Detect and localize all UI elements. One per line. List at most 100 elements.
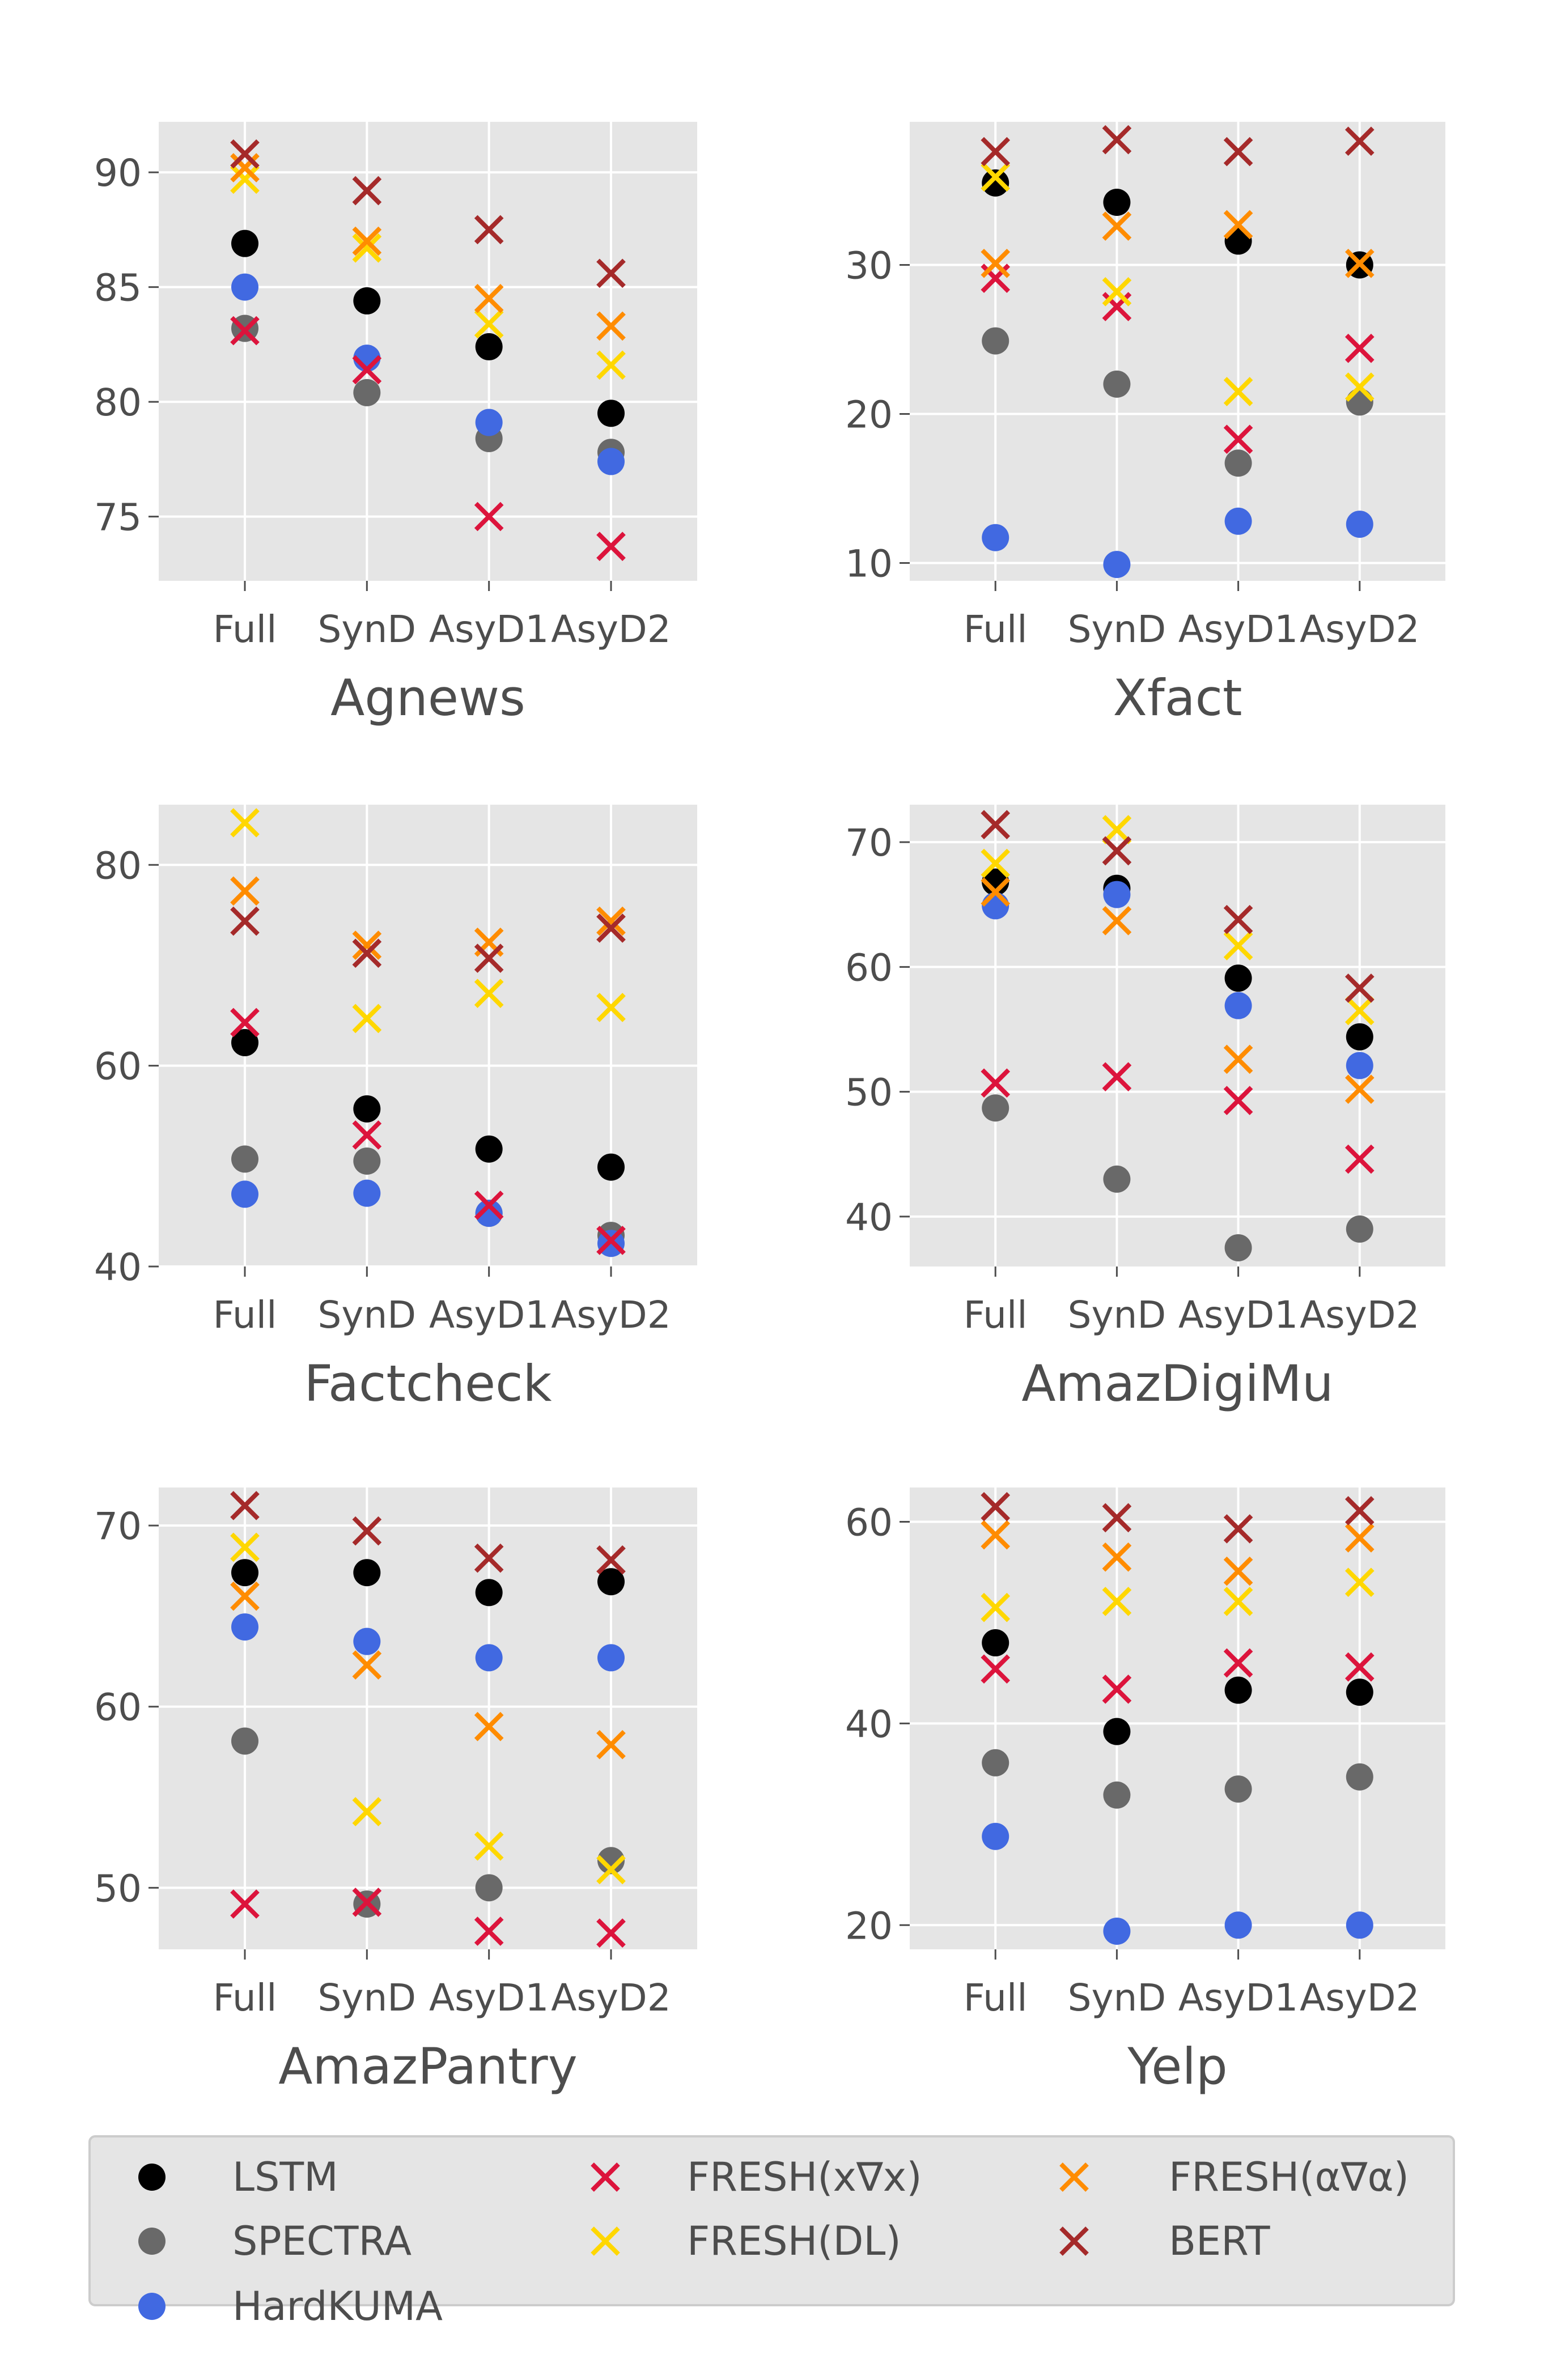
legend-marker: [138, 2293, 166, 2320]
x-tick-label: Full: [213, 1293, 277, 1337]
point-spectra: [597, 1847, 625, 1875]
point-fresh-xgradx: [352, 355, 382, 385]
point-hardkuma: [231, 1613, 258, 1641]
point-fresh-alphagradalpha: [1102, 1542, 1132, 1572]
y-tick-label: 50: [94, 1867, 142, 1910]
x-axis-label: Agnews: [330, 669, 525, 727]
x-axis-label: AmazDigiMu: [1021, 1354, 1333, 1413]
legend-entry-hardkuma: HardKUMA: [138, 2283, 443, 2330]
point-hardkuma: [1346, 1911, 1373, 1939]
x-tick-label: AsyD1: [429, 1976, 549, 2020]
legend-label: FRESH(α∇α): [1169, 2154, 1409, 2200]
x-tick-label: AsyD2: [551, 1976, 671, 2020]
point-fresh-xgradx: [230, 1889, 260, 1919]
point-bert: [596, 258, 626, 288]
point-bert: [1102, 1503, 1132, 1533]
point-fresh-dl: [1344, 996, 1375, 1026]
point-fresh-alphagradalpha: [981, 1520, 1011, 1550]
point-bert: [981, 1491, 1011, 1522]
y-tick-label: 50: [845, 1071, 893, 1115]
point-spectra: [1224, 1775, 1252, 1803]
point-fresh-alphagradalpha: [230, 153, 260, 182]
y-tick-label: 20: [845, 393, 893, 436]
point-lstm: [1103, 189, 1131, 216]
point-fresh-alphagradalpha: [1102, 211, 1132, 241]
legend-marker: [1059, 2162, 1089, 2192]
point-lstm: [1103, 1718, 1131, 1745]
y-tick-label: 60: [845, 1501, 893, 1545]
x-tick-label: AsyD2: [1300, 607, 1419, 651]
point-lstm: [231, 1559, 258, 1587]
legend-marker: [591, 2226, 620, 2256]
y-tick-label: 70: [845, 821, 893, 865]
point-spectra: [231, 1145, 258, 1173]
panel-yelp: 20 40 60 Full SynD AsyD1 AsyD2 Yelp: [845, 1488, 1445, 2096]
point-fresh-alphagradalpha: [1344, 249, 1375, 278]
point-fresh-dl: [1102, 815, 1132, 844]
x-tick-label: AsyD1: [429, 607, 549, 651]
point-spectra: [353, 379, 381, 406]
point-spectra: [1103, 1165, 1131, 1193]
x-tick-label: AsyD1: [1178, 607, 1298, 651]
point-hardkuma: [1224, 992, 1252, 1019]
point-lstm: [353, 1095, 381, 1123]
marks: [230, 139, 626, 562]
point-spectra: [1224, 1234, 1252, 1261]
point-spectra: [1346, 388, 1373, 416]
x-tick-label: Full: [213, 1976, 277, 2020]
point-spectra: [1346, 1215, 1373, 1243]
point-hardkuma: [982, 1822, 1009, 1850]
point-bert: [1223, 137, 1253, 167]
x-axis-label: Xfact: [1113, 669, 1242, 727]
point-spectra: [475, 1874, 503, 1902]
legend-label: SPECTRA: [232, 2218, 412, 2264]
legend-label: LSTM: [232, 2154, 338, 2200]
legend-marker: [591, 2162, 620, 2192]
point-fresh-xgradx: [1223, 424, 1253, 454]
point-fresh-alphagradalpha: [1223, 210, 1253, 240]
x-tick-label: AsyD1: [429, 1293, 549, 1337]
point-fresh-xgradx: [981, 1068, 1011, 1098]
point-hardkuma: [475, 409, 503, 436]
x-tick-label: SynD: [1068, 607, 1166, 651]
point-lstm: [982, 868, 1009, 896]
x-tick-label: AsyD2: [551, 1293, 671, 1337]
point-lstm: [982, 169, 1009, 197]
point-fresh-alphagradalpha: [230, 1581, 260, 1611]
point-lstm: [353, 287, 381, 314]
point-hardkuma: [982, 892, 1009, 920]
point-bert: [1102, 836, 1132, 866]
point-fresh-alphagradalpha: [474, 284, 504, 313]
panel-amazdigimu: 40 50 60 70 Full SynD AsyD1 AsyD2 AmazDigiMu: [845, 805, 1445, 1413]
y-tick-label: 40: [94, 1246, 142, 1289]
y-tick-label: 90: [94, 151, 142, 195]
point-spectra: [982, 327, 1009, 355]
point-fresh-xgradx: [352, 1120, 382, 1150]
point-fresh-dl: [352, 1004, 382, 1034]
point-fresh-alphagradalpha: [230, 876, 260, 906]
point-lstm: [475, 1135, 503, 1163]
x-tick-label: AsyD1: [1178, 1293, 1298, 1337]
point-hardkuma: [982, 524, 1009, 551]
point-fresh-alphagradalpha: [981, 877, 1011, 907]
point-fresh-dl: [1102, 277, 1132, 307]
point-hardkuma: [1103, 551, 1131, 579]
point-bert: [1344, 1496, 1375, 1525]
point-fresh-xgradx: [1102, 1674, 1132, 1704]
point-hardkuma: [353, 1179, 381, 1207]
point-bert: [474, 215, 504, 245]
point-fresh-alphagradalpha: [1102, 906, 1132, 936]
x-tick-label: SynD: [1068, 1976, 1166, 2020]
point-bert: [981, 810, 1011, 840]
legend-marker: [138, 2228, 166, 2255]
point-bert: [230, 1491, 260, 1520]
legend-entry-spectra: SPECTRA: [138, 2218, 412, 2264]
point-bert: [1102, 125, 1132, 155]
point-bert: [1223, 904, 1253, 934]
x-axis-label: Yelp: [1127, 2037, 1228, 2096]
legend-box: [88, 2135, 1455, 2306]
y-tick-label: 80: [94, 381, 142, 424]
legend-entry-fresh-dl: FRESH(DL): [591, 2218, 901, 2264]
